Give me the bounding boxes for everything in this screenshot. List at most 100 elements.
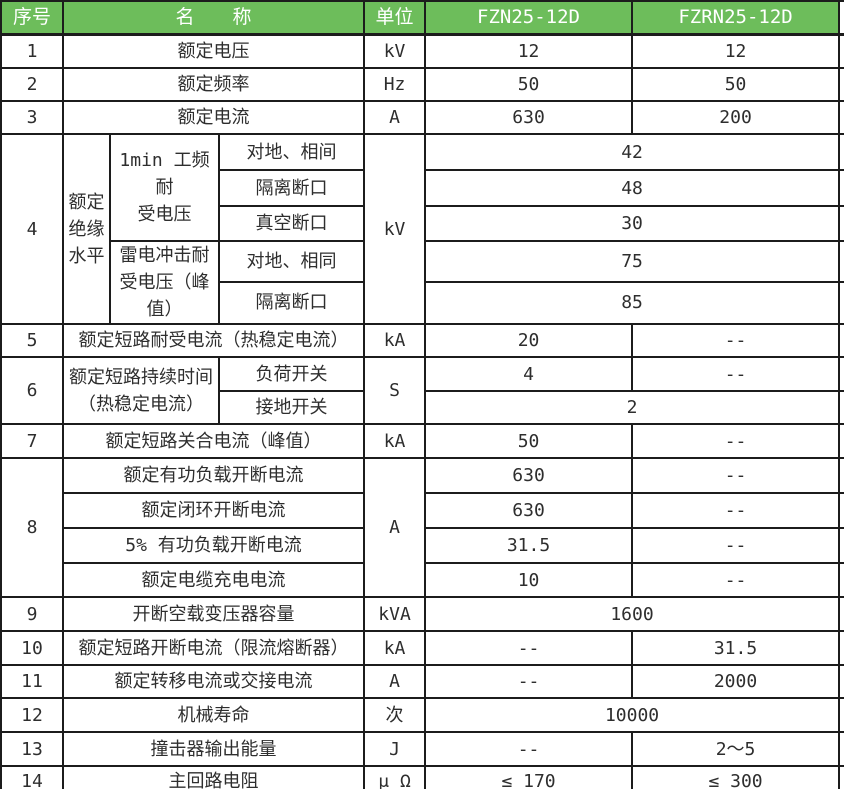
header-col-model-fzn25: FZN25-12D — [424, 0, 634, 36]
value-fzrn25: 2～5 — [631, 731, 841, 767]
value-merged: 1600 — [424, 596, 841, 632]
header-col-name: 名 称 — [61, 0, 366, 36]
spec-item-name: 隔离断口 — [217, 169, 366, 207]
cropped-edge-cell — [838, 630, 844, 666]
row-no: 14 — [0, 765, 64, 789]
header-row: 序号 名 称 单位 FZN25-12D FZRN25-12D — [0, 0, 844, 36]
row-no: 6 — [0, 356, 64, 425]
spec-name: 额定电流 — [61, 100, 366, 135]
spec-name: 额定短路开断电流（限流熔断器） — [61, 630, 366, 666]
header-col-no: 序号 — [0, 0, 64, 36]
spec-item-name: 负荷开关 — [217, 356, 366, 392]
value-fzn25: -- — [424, 664, 634, 699]
unit: kV — [363, 133, 427, 325]
cropped-edge-cell — [838, 100, 844, 135]
unit: kVA — [363, 596, 427, 632]
spec-group-name: 额定短路持续时间 （热稳定电流） — [62, 356, 220, 425]
spec-item-name: 额定电缆充电电流 — [61, 562, 366, 598]
unit: kA — [363, 323, 427, 358]
value-fzn25: 630 — [424, 457, 634, 494]
value-fzn25: 20 — [424, 323, 634, 358]
cropped-edge-cell — [838, 765, 844, 789]
row-no: 7 — [0, 423, 64, 459]
table-row: 1 额定电压 kV 12 12 — [0, 33, 844, 69]
unit: 次 — [363, 697, 427, 733]
row-no: 5 — [0, 323, 64, 358]
row-no: 1 — [0, 33, 64, 69]
spec-name: 开断空载变压器容量 — [61, 596, 366, 632]
table-row: 额定闭环开断电流 630 -- — [1, 492, 844, 529]
value-fzrn25: -- — [631, 457, 841, 494]
value-merged: 48 — [424, 169, 841, 207]
spec-item-name: 对地、相间 — [217, 133, 366, 171]
cropped-edge-cell — [838, 527, 844, 564]
value-fzrn25: -- — [631, 323, 841, 358]
table-row: 5% 有功负载开断电流 31.5 -- — [1, 527, 844, 564]
table-row: 7 额定短路关合电流（峰值） kA 50 -- — [0, 423, 844, 459]
value-merged: 2 — [424, 390, 841, 425]
spec-subgroup-name: 雷电冲击耐 受电压（峰 值） — [109, 240, 220, 325]
table-row: 8 额定有功负载开断电流 A 630 -- — [0, 457, 844, 598]
table-row: 隔离断口 85 — [1, 280, 844, 326]
cropped-edge-cell — [838, 323, 844, 358]
value-fzrn25: 200 — [631, 100, 841, 135]
spec-item-name: 隔离断口 — [217, 280, 366, 326]
value-fzn25: 31.5 — [424, 527, 634, 564]
row-no: 3 — [0, 100, 64, 135]
value-fzn25: 50 — [424, 67, 634, 102]
value-fzrn25: 2000 — [631, 664, 841, 699]
cropped-edge-cell — [838, 697, 844, 733]
cropped-edge-cell — [838, 664, 844, 699]
table-row: 雷电冲击耐 受电压（峰 值） 对地、相同 75 — [1, 240, 844, 325]
spec-name: 额定频率 — [61, 67, 366, 102]
value-fzn25: -- — [424, 731, 634, 767]
table-row: 额定电缆充电电流 10 -- — [1, 562, 844, 598]
spec-item-name: 真空断口 — [217, 205, 366, 242]
value-fzn25: 630 — [424, 492, 634, 529]
header-col-unit: 单位 — [363, 0, 427, 36]
value-fzrn25: 12 — [631, 33, 841, 69]
spec-name: 额定短路耐受电流（热稳定电流） — [61, 323, 366, 358]
spec-name: 主回路电阻 — [61, 765, 366, 789]
value-fzn25: 10 — [424, 562, 634, 598]
value-merged: 42 — [424, 133, 841, 171]
unit: μ Ω — [363, 765, 427, 789]
spec-subgroup-name: 1min 工频耐 受电压 — [109, 133, 220, 242]
spec-name: 额定转移电流或交接电流 — [61, 664, 366, 699]
value-fzn25: 4 — [424, 356, 634, 392]
value-fzn25: ≤ 170 — [424, 765, 634, 789]
row-no: 2 — [0, 67, 64, 102]
header-col-model-fzrn25: FZRN25-12D — [631, 0, 841, 36]
cropped-edge-cell — [838, 492, 844, 529]
value-fzn25: 630 — [424, 100, 634, 135]
table-row: 6 额定短路持续时间 （热稳定电流） 负荷开关 S 4 -- — [0, 356, 844, 425]
table-row: 2 额定频率 Hz 50 50 — [0, 67, 844, 102]
cropped-edge-cell — [838, 423, 844, 459]
value-fzn25: 12 — [424, 33, 634, 69]
table-row: 9 开断空载变压器容量 kVA 1600 — [0, 596, 844, 632]
value-fzrn25: -- — [631, 356, 841, 392]
unit: J — [363, 731, 427, 767]
table-row: 11 额定转移电流或交接电流 A -- 2000 — [0, 664, 844, 699]
value-fzrn25: 50 — [631, 67, 841, 102]
value-fzrn25: ≤ 300 — [631, 765, 841, 789]
spec-name: 额定电压 — [61, 33, 366, 69]
spec-group-name: 额定 绝缘 水平 — [62, 133, 111, 325]
table-row: 隔离断口 48 — [1, 169, 844, 207]
cropped-edge-cell — [838, 280, 844, 326]
spec-name: 机械寿命 — [61, 697, 366, 733]
row-no: 11 — [0, 664, 64, 699]
unit: A — [363, 100, 427, 135]
cropped-edge-cell — [838, 240, 844, 283]
value-fzrn25: -- — [631, 423, 841, 459]
value-merged: 30 — [424, 205, 841, 242]
unit: A — [363, 457, 427, 598]
spec-item-name: 对地、相同 — [217, 240, 366, 283]
value-merged: 85 — [424, 280, 841, 326]
table-row: 14 主回路电阻 μ Ω ≤ 170 ≤ 300 — [0, 765, 844, 789]
value-fzn25: -- — [424, 630, 634, 666]
value-fzrn25: 31.5 — [631, 630, 841, 666]
unit: kA — [363, 423, 427, 459]
